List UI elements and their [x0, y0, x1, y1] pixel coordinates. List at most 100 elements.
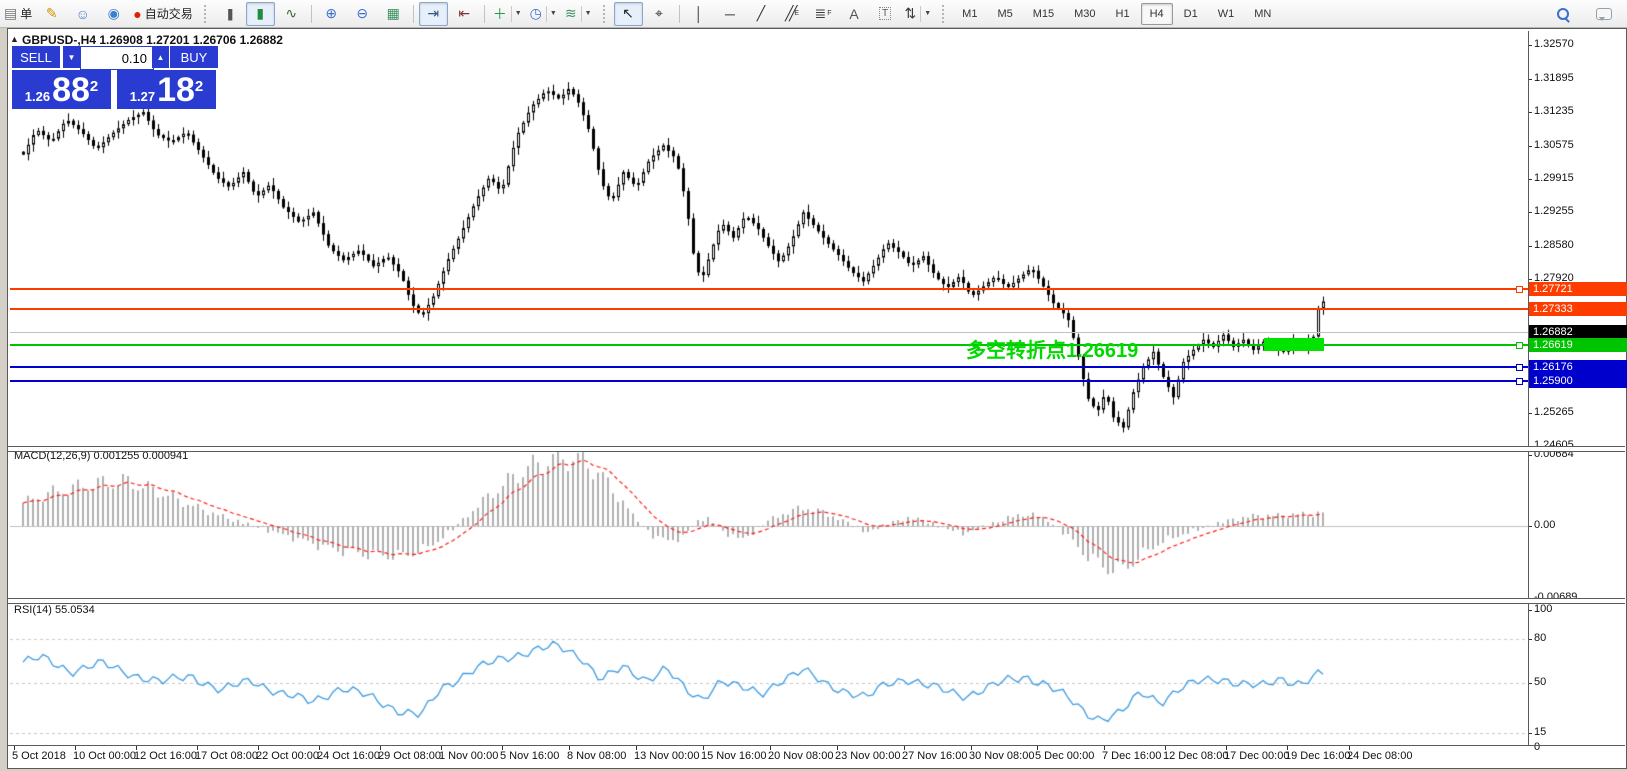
bid-price-line — [10, 332, 1528, 333]
high-value: 1.27201 — [146, 33, 190, 47]
time-axis-label: 24 Oct 16:00 — [317, 750, 380, 762]
resistance-line-1[interactable] — [10, 288, 1528, 290]
arrows-dropdown-arrow-icon[interactable]: ▼ — [920, 5, 931, 22]
axis-tick — [1528, 246, 1532, 247]
sell-price-prefix: 1.26 — [24, 89, 51, 104]
time-axis-tick — [1104, 746, 1105, 750]
zoom-out-button[interactable]: ⊖ — [348, 2, 377, 26]
one-click-trading-panel: SELL ▼ ▲ BUY 1.26 88 2 1.27 18 2 — [12, 46, 218, 109]
time-axis-label: 17 Oct 08:00 — [195, 750, 258, 762]
candlestick-chart-icon: ▮ — [256, 5, 265, 21]
metaeditor-button[interactable]: ✎ — [37, 2, 66, 26]
indicators-icon: ≋ — [564, 5, 577, 21]
price-axis-label: 1.29915 — [1534, 172, 1574, 184]
time-axis-tick — [1287, 746, 1288, 750]
timeframe-h4-button[interactable]: H4 — [1140, 2, 1173, 25]
new-chart-dropdown-arrow-icon[interactable]: ▼ — [510, 5, 522, 22]
community-button[interactable]: ☺ — [68, 2, 97, 26]
macd-pane-canvas[interactable] — [10, 450, 1528, 598]
candlestick-chart-button[interactable]: ▮ — [245, 1, 275, 26]
axis-tick — [1528, 455, 1532, 456]
zoom-out-icon: ⊖ — [356, 5, 369, 21]
new-chart-dropdown[interactable]: ＋ ▼ — [490, 2, 525, 26]
rsi-pane-splitter[interactable] — [8, 598, 1625, 604]
time-axis-label: 24 Dec 08:00 — [1347, 750, 1413, 762]
highlight-rectangle-object[interactable] — [1264, 338, 1324, 351]
chat-button[interactable] — [1589, 2, 1618, 26]
profiles-dropdown[interactable]: ◷ ▼ — [527, 2, 560, 26]
trendline-button[interactable]: ╱ — [747, 2, 776, 26]
search-button[interactable] — [1548, 2, 1577, 26]
volume-increase-button[interactable]: ▲ — [152, 46, 169, 68]
buy-button[interactable]: BUY — [170, 46, 218, 68]
vertical-line-button[interactable]: │ — [685, 2, 714, 26]
chat-icon — [1595, 7, 1612, 21]
chart-shift-icon: ⇤ — [458, 5, 471, 21]
resistance-line-1-handle[interactable] — [1516, 286, 1523, 293]
fibonacci-button-sub-label: F — [827, 10, 832, 17]
timeframe-d1-button[interactable]: D1 — [1183, 7, 1198, 20]
axis-tick — [1528, 79, 1532, 80]
time-axis-tick — [75, 746, 76, 750]
one-click-collapse-button[interactable]: ▲ — [10, 34, 19, 44]
timeframe-m5-button[interactable]: M5 — [997, 7, 1013, 20]
arrows-dropdown[interactable]: ⇅ ▼ — [902, 2, 935, 26]
axis-tick — [1528, 112, 1532, 113]
timeframe-mn-button[interactable]: MN — [1254, 7, 1272, 20]
indicators-dropdown-arrow-icon[interactable]: ▼ — [580, 5, 592, 22]
autotrading-button[interactable]: ● 自动交易 — [130, 2, 195, 26]
rsi-pane-canvas[interactable] — [10, 602, 1528, 745]
sell-price-display[interactable]: 1.26 88 2 — [12, 70, 111, 109]
auto-scroll-button[interactable]: ⇥ — [418, 1, 448, 26]
timeframe-w1-button[interactable]: W1 — [1217, 7, 1235, 20]
pivot-line-handle[interactable] — [1516, 342, 1523, 349]
new-order-button[interactable]: ▤ 单 — [1, 2, 35, 26]
fibonacci-button[interactable]: ≣ F — [809, 2, 838, 26]
time-axis-label: 5 Dec 00:00 — [1035, 750, 1095, 762]
support-line-1[interactable] — [10, 366, 1528, 368]
profiles-icon: ◷ — [529, 5, 542, 21]
text-button[interactable]: A — [840, 2, 869, 26]
timeframe-h1-button[interactable]: H1 — [1115, 7, 1130, 20]
timeframe-m30-button[interactable]: M30 — [1074, 7, 1096, 20]
profiles-dropdown-arrow-icon[interactable]: ▼ — [545, 5, 557, 22]
price-axis-label: 1.31895 — [1534, 72, 1574, 84]
price-pane-canvas[interactable] — [10, 31, 1528, 446]
resistance-line-2[interactable] — [10, 308, 1528, 310]
pivot-annotation-text[interactable]: 多空转折点1.26619 — [966, 340, 1139, 362]
timeframe-m1-button[interactable]: M1 — [962, 7, 978, 20]
time-axis-label: 15 Nov 16:00 — [701, 750, 767, 762]
zoom-in-button[interactable]: ⊕ — [317, 2, 346, 26]
rsi-axis-label: 0 — [1534, 741, 1541, 753]
text-label-button[interactable]: T — [871, 2, 900, 26]
time-axis-label: 19 Dec 16:00 — [1285, 750, 1351, 762]
equidistant-channel-button[interactable]: ╱ E — [778, 2, 807, 26]
buy-price-display[interactable]: 1.27 18 2 — [117, 70, 216, 109]
time-axis-border — [8, 745, 1625, 746]
price-axis-label: 1.27920 — [1534, 272, 1574, 284]
pivot-line[interactable] — [10, 344, 1528, 346]
time-axis-label: 1 Nov 00:00 — [439, 750, 499, 762]
cursor-button[interactable]: ↖ — [613, 1, 643, 26]
tile-windows-button[interactable]: ▦ — [379, 2, 408, 26]
chart-shift-button[interactable]: ⇤ — [450, 2, 479, 26]
volume-decrease-button[interactable]: ▼ — [63, 46, 80, 68]
price-axis-label: 1.30575 — [1534, 139, 1574, 151]
crosshair-button[interactable]: ⌖ — [645, 2, 674, 26]
bar-chart-button[interactable]: ||| — [215, 2, 244, 26]
line-chart-button[interactable]: ∿ — [277, 2, 306, 26]
indicators-dropdown[interactable]: ≋ ▼ — [562, 2, 595, 26]
horizontal-line-button[interactable]: ─ — [716, 2, 745, 26]
support-line-1-handle[interactable] — [1516, 364, 1523, 371]
support-line-2[interactable] — [10, 380, 1528, 382]
close-value: 1.26882 — [239, 33, 283, 47]
timeframe-m15-button[interactable]: M15 — [1032, 7, 1055, 20]
axis-tick — [1528, 526, 1532, 527]
support-line-2-handle[interactable] — [1516, 378, 1523, 385]
volume-input[interactable] — [80, 46, 154, 70]
signals-button[interactable]: ◉ — [99, 2, 128, 26]
sell-price-pip: 2 — [89, 78, 99, 95]
sell-button[interactable]: SELL — [12, 46, 60, 68]
crosshair-icon: ⌖ — [655, 5, 663, 21]
macd-pane-splitter[interactable] — [8, 446, 1625, 452]
